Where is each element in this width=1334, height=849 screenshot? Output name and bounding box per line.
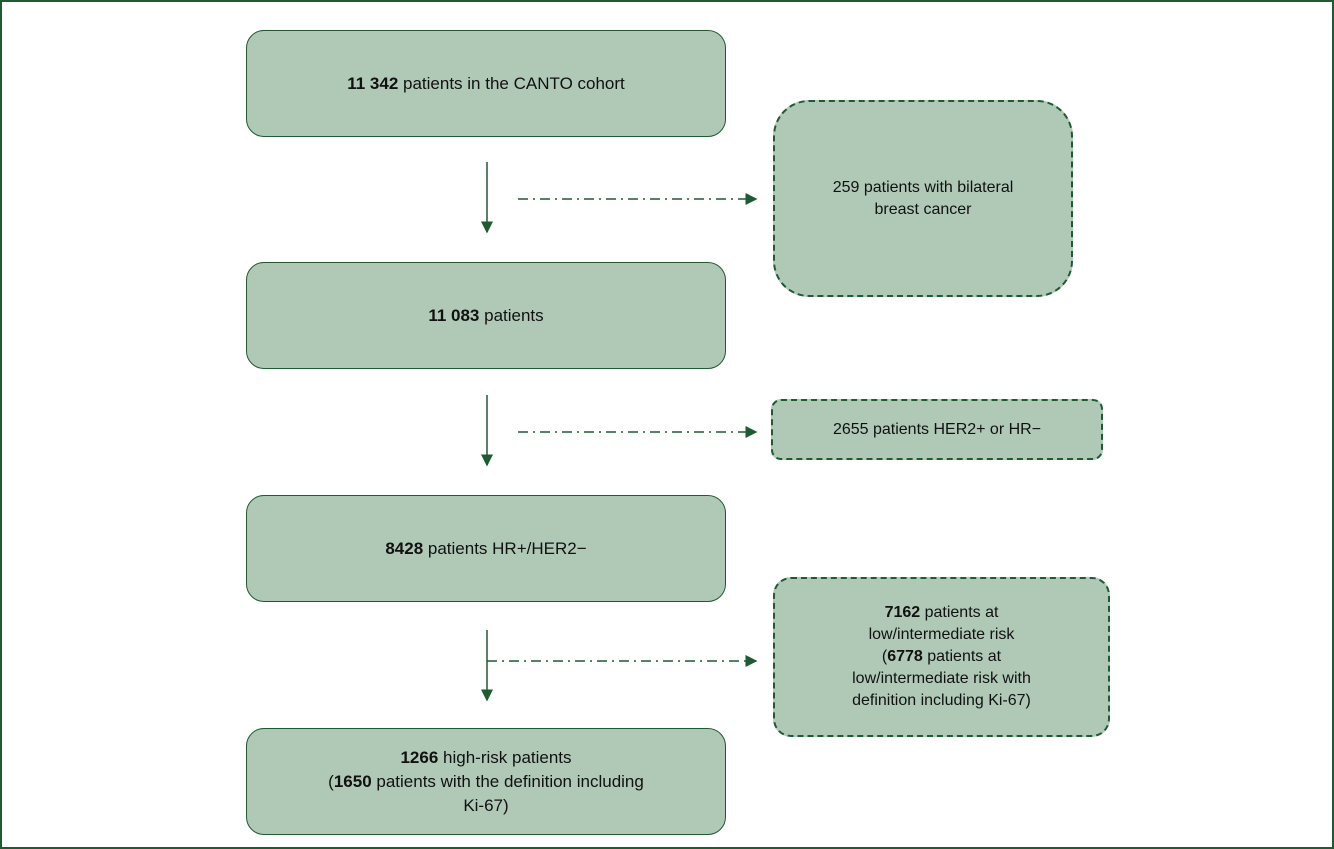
text: patients [479,305,544,325]
step-box: 11 342 patients in the CANTO cohort [246,30,726,137]
line: (6778 patients at [882,646,1001,668]
line: 7162 patients at [885,602,999,624]
line: (1650 patients with the definition inclu… [328,770,644,794]
text: breast cancer [874,200,972,218]
line: 259 patients with bilateral [833,177,1014,199]
text: Ki-67) [463,795,509,815]
step-box: 1266 high-risk patients (1650 patients w… [246,728,726,835]
text: patients at [922,648,1002,665]
count: 1650 [333,771,372,791]
step-box: 11 083 patients [246,262,726,369]
text: low/intermediate risk with [852,670,1031,687]
line: definition including Ki-67) [852,690,1031,712]
exclusion-box: 7162 patients at low/intermediate risk (… [773,577,1110,737]
text: definition including Ki-67) [852,692,1031,709]
line: 2655 patients HER2+ or HR− [833,419,1041,441]
count: 11 083 [428,305,480,325]
count: 8428 [385,538,424,558]
text: 2655 patients HER2+ or HR− [832,420,1042,438]
line: low/intermediate risk with [852,668,1031,690]
count: 11 342 [347,73,399,93]
line: Ki-67) [463,794,508,818]
text: high-risk patients [438,747,572,767]
text: low/intermediate risk [868,626,1015,643]
line: 1266 high-risk patients [400,746,571,770]
text: ( [328,771,334,791]
text: patients with the definition including [371,771,644,791]
line: low/intermediate risk [869,624,1015,646]
step-box: 8428 patients HR+/HER2− [246,495,726,602]
count: 1266 [400,747,439,767]
text: patients at [920,604,999,621]
text: 259 patients with bilateral [832,178,1014,196]
text: patients HR+/HER2− [423,538,587,558]
text: patients in the CANTO cohort [398,73,625,93]
exclusion-box: 259 patients with bilateral breast cance… [773,100,1073,297]
line: 11 342 patients in the CANTO cohort [347,72,625,96]
count: 6778 [887,648,923,665]
text: ( [881,648,888,665]
count: 7162 [884,604,921,621]
line: 11 083 patients [428,304,543,328]
line: breast cancer [875,199,972,221]
exclusion-box: 2655 patients HER2+ or HR− [771,399,1103,460]
line: 8428 patients HR+/HER2− [385,537,586,561]
